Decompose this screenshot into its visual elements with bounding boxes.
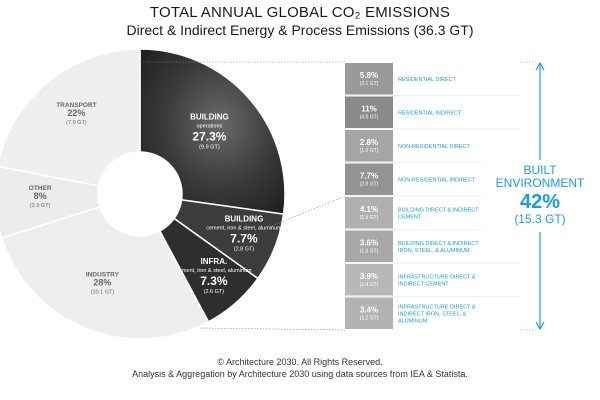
breakdown-label: INDIRECT IRON, STEEL, &	[398, 311, 467, 317]
bracket-arrow-down	[535, 321, 545, 331]
breakdown-label: ALUMINUM	[398, 318, 428, 324]
breakdown-value: (1.3 GT)	[360, 248, 379, 254]
breakdown-label: INFRASTRUCTURE DIRECT &	[398, 304, 476, 310]
breakdown-value: (1.4 GT)	[360, 282, 379, 288]
breakdown-percent: 2.8%	[360, 138, 378, 147]
breakdown-percent: 5.8%	[360, 71, 378, 80]
slice-label-building-materials: BUILDING	[225, 215, 264, 224]
breakdown-label: CEMENT	[398, 214, 422, 220]
summary-percent: 42%	[520, 191, 560, 213]
breakdown-value: (1.2 GT)	[360, 315, 379, 321]
summary-bg	[482, 160, 598, 232]
breakdown-bar	[345, 197, 393, 229]
breakdown-value: (1.0 GT)	[360, 148, 379, 154]
breakdown-percent: 11%	[361, 104, 377, 113]
breakdown-value: (2.8 GT)	[360, 181, 379, 187]
breakdown-value: (2.1 GT)	[360, 81, 379, 87]
breakdown-percent: 4.1%	[360, 205, 378, 214]
slice-percent-other: 8%	[34, 191, 47, 201]
bracket-arrow-up	[535, 61, 545, 71]
slice-label-other: OTHER	[29, 185, 52, 192]
connector-mid	[271, 195, 346, 227]
breakdown-label: INDIRECT CEMENT	[398, 281, 449, 287]
slice-label-building-operations: BUILDING	[190, 113, 229, 122]
breakdown-label: BUILDING DIRECT & INDIRECT	[398, 241, 479, 247]
breakdown-label: NON-RESIDENTIAL DIRECT	[398, 144, 471, 150]
breakdown-bar	[345, 264, 393, 296]
copyright-note: © Architecture 2030. All Rights Reserved…	[217, 357, 383, 367]
breakdown-bar	[345, 130, 393, 162]
slice-value-transport: (7.9 GT)	[66, 120, 87, 126]
slice-percent-industry: 28%	[93, 278, 111, 288]
breakdown-label: IRON, STEEL, & ALUMINUM	[398, 248, 470, 254]
slice-percent-transport: 22%	[67, 108, 85, 118]
slice-percent-building-materials: 7.7%	[230, 232, 258, 246]
slice-sublabel-building-materials: cement, iron & steel, aluminum	[206, 226, 282, 232]
breakdown-label: RESIDENTIAL DIRECT	[398, 77, 457, 83]
source-note: Analysis & Aggregation by Architecture 2…	[132, 369, 468, 379]
slice-value-building-materials: (2.8 GT)	[234, 247, 255, 253]
slice-label-transport: TRANSPORT	[56, 102, 96, 109]
donut-hole	[98, 152, 182, 236]
breakdown-percent: 3.6%	[360, 238, 378, 247]
breakdown-label: NON-RESIDENTIAL INDIRECT	[398, 177, 476, 183]
slice-sublabel-infrastructure: cement, iron & steel, aluminum	[176, 268, 252, 274]
breakdown-bar	[345, 96, 393, 128]
breakdown-label: RESIDENTIAL INDIRECT	[398, 110, 462, 116]
breakdown-bar	[345, 230, 393, 262]
summary-label: BUILT	[523, 163, 557, 177]
breakdown-label: BUILDING DIRECT & INDIRECT	[398, 207, 479, 213]
connector-bottom	[199, 327, 346, 331]
chart-subtitle: Direct & Indirect Energy & Process Emiss…	[126, 22, 474, 38]
breakdown-label: INFRASTRUCTURE DIRECT &	[398, 274, 476, 280]
slice-label-infrastructure: INFRA.	[201, 257, 228, 266]
summary-value: (15.3 GT)	[514, 212, 565, 226]
breakdown-value: (1.5 GT)	[360, 215, 379, 221]
slice-value-building-operations: (9.9 GT)	[199, 145, 220, 151]
breakdown-value: (4.0 GT)	[360, 114, 379, 120]
breakdown-percent: 3.9%	[360, 272, 378, 281]
breakdown-percent: 3.4%	[360, 305, 378, 314]
summary-label: ENVIRONMENT	[496, 176, 585, 190]
slice-value-infrastructure: (2.6 GT)	[204, 289, 225, 295]
breakdown-percent: 7.7%	[360, 171, 378, 180]
slice-value-industry: (10.1 GT)	[91, 290, 115, 296]
slice-percent-building-operations: 27.3%	[192, 130, 226, 144]
breakdown-bar	[345, 63, 393, 95]
breakdown-bar	[345, 163, 393, 195]
chart-title: TOTAL ANNUAL GLOBAL CO₂ EMISSIONS	[149, 4, 451, 21]
breakdown-bar	[345, 297, 393, 329]
slice-sublabel-building-operations: operations	[197, 124, 223, 130]
slice-percent-infrastructure: 7.3%	[200, 274, 228, 288]
slice-label-industry: INDUSTRY	[86, 272, 120, 279]
slice-value-other: (2.9 GT)	[30, 203, 51, 209]
